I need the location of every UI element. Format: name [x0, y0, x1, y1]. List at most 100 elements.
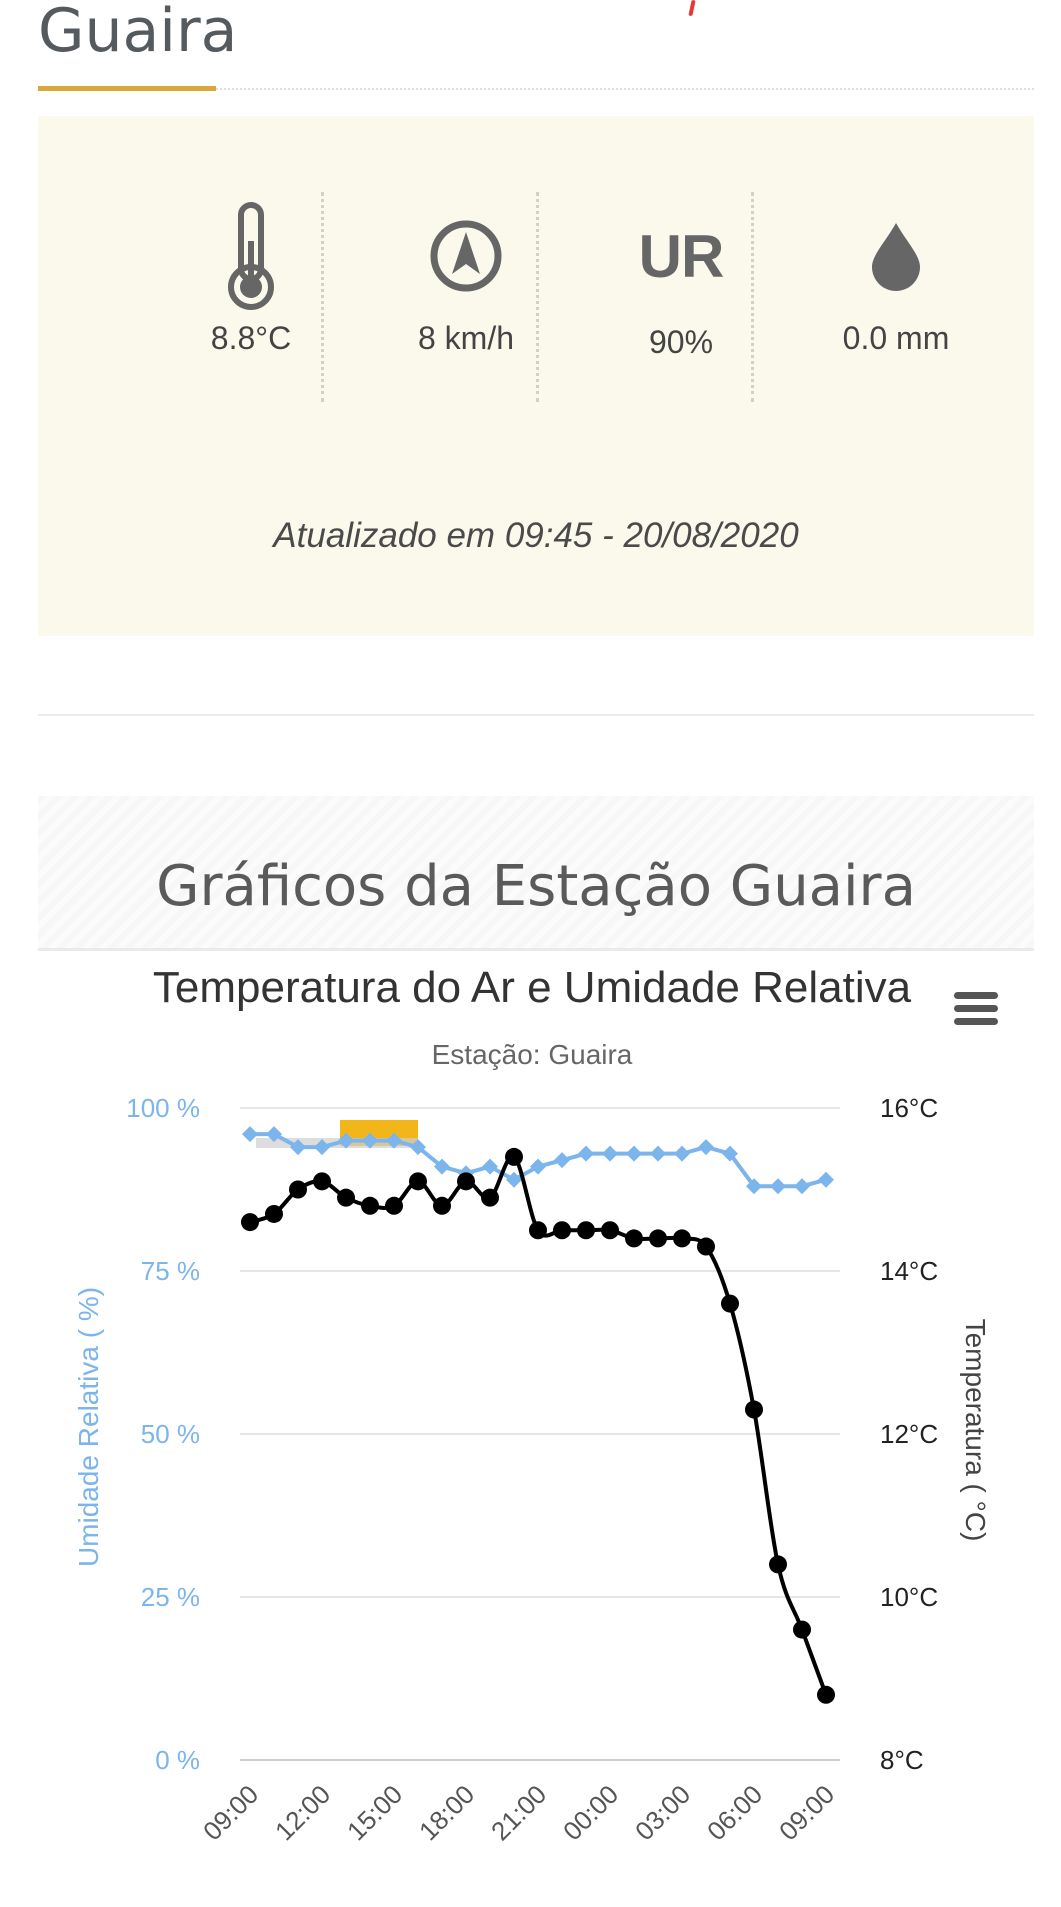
- left-tick-label: 100 %: [126, 1093, 200, 1123]
- humidity-point: [554, 1152, 570, 1169]
- divider: [38, 714, 1034, 716]
- left-axis-ticks: 0 % 25 % 50 % 75 % 100 %: [126, 1093, 200, 1775]
- humidity-point: [506, 1171, 522, 1188]
- page-title: Guaira: [38, 0, 238, 66]
- temperature-point: [289, 1180, 307, 1199]
- temperature-point: [721, 1294, 739, 1313]
- wind-direction-icon: [358, 196, 574, 316]
- current-conditions-panel: 8.8°C 8 km/h UR 90%: [38, 116, 1034, 636]
- temperature-value: 8.8°C: [210, 320, 292, 356]
- temperature-point: [505, 1147, 523, 1166]
- right-axis-ticks: 8°C 10°C 12°C 14°C 16°C: [880, 1093, 938, 1775]
- temperature-point: [793, 1620, 811, 1639]
- right-axis-title: Temperatura ( °C): [960, 1319, 991, 1542]
- temperature-point: [481, 1188, 499, 1207]
- temperature-point: [433, 1196, 451, 1215]
- temperature-point: [697, 1237, 715, 1256]
- humidity-point: [530, 1158, 546, 1175]
- humidity-series: [242, 1126, 834, 1195]
- temperature-point: [577, 1221, 595, 1240]
- rain-value: 0.0 mm: [842, 320, 950, 356]
- wind-metric: 8 km/h: [358, 196, 574, 396]
- right-tick-label: 16°C: [880, 1093, 938, 1123]
- temperature-point: [649, 1229, 667, 1248]
- temperature-point: [457, 1172, 475, 1191]
- humidity-point: [674, 1145, 690, 1162]
- temperature-series: [241, 1147, 835, 1704]
- humidity-value: 90%: [648, 324, 714, 360]
- humidity-point: [386, 1132, 402, 1149]
- temperature-point: [673, 1229, 691, 1248]
- x-tick-label: 03:00: [629, 1779, 696, 1846]
- temperature-metric: 8.8°C: [143, 196, 359, 396]
- humidity-point: [794, 1178, 810, 1195]
- humidity-point: [362, 1132, 378, 1149]
- humidity-point: [722, 1145, 738, 1162]
- temperature-point: [553, 1221, 571, 1240]
- section-header: Gráficos da Estação Guaira: [38, 796, 1034, 951]
- temperature-point: [265, 1204, 283, 1223]
- humidity-point: [602, 1145, 618, 1162]
- humidity-point: [770, 1178, 786, 1195]
- temperature-point: [745, 1400, 763, 1419]
- temperature-point: [313, 1172, 331, 1191]
- chart-menu-button[interactable]: [950, 988, 1000, 1038]
- title-underline-dotted: [216, 88, 1034, 90]
- temperature-humidity-chart: Temperatura do Ar e Umidade Relativa Est…: [73, 963, 1000, 1846]
- rain-metric: 0.0 mm: [788, 196, 1004, 396]
- temperature-point: [337, 1188, 355, 1207]
- humidity-point: [818, 1171, 834, 1188]
- hamburger-menu-icon: [954, 992, 998, 1025]
- temperature-point: [385, 1196, 403, 1215]
- chart-subtitle: Estação: Guaira: [432, 1039, 633, 1070]
- chart-series: [241, 1126, 835, 1704]
- right-tick-label: 8°C: [880, 1745, 924, 1775]
- metric-divider: [321, 192, 324, 402]
- humidity-point: [266, 1126, 282, 1143]
- humidity-point: [482, 1158, 498, 1175]
- left-tick-label: 0 %: [155, 1745, 200, 1775]
- temperature-point: [769, 1555, 787, 1574]
- raindrop-icon: [788, 196, 1004, 316]
- title-underline-accent: [38, 86, 216, 91]
- humidity-point: [434, 1158, 450, 1175]
- humidity-icon: UR: [573, 196, 789, 316]
- humidity-point: [650, 1145, 666, 1162]
- x-axis-ticks: 09:00 12:00 15:00 18:00 21:00 00:00 03:00 06:00…: [197, 1779, 840, 1846]
- left-tick-label: 25 %: [141, 1582, 200, 1612]
- humidity-point: [578, 1145, 594, 1162]
- temperature-point: [529, 1221, 547, 1240]
- x-tick-label: 00:00: [557, 1779, 624, 1846]
- humidity-point: [746, 1178, 762, 1195]
- temperature-point: [601, 1221, 619, 1240]
- metric-divider: [751, 192, 754, 402]
- temperature-point: [241, 1213, 259, 1232]
- x-tick-label: 09:00: [197, 1779, 264, 1846]
- x-tick-label: 18:00: [413, 1779, 480, 1846]
- metric-divider: [536, 192, 539, 402]
- humidity-point: [338, 1132, 354, 1149]
- x-tick-label: 09:00: [773, 1779, 840, 1846]
- humidity-point: [314, 1139, 330, 1156]
- last-updated: Atualizado em 09:45 - 20/08/2020: [273, 516, 799, 555]
- left-axis-title: Umidade Relativa ( %): [73, 1287, 104, 1567]
- temperature-point: [361, 1196, 379, 1215]
- right-tick-label: 14°C: [880, 1256, 938, 1286]
- humidity-label: UR: [638, 222, 725, 290]
- x-tick-label: 15:00: [341, 1779, 408, 1846]
- x-tick-label: 12:00: [269, 1779, 336, 1846]
- humidity-point: [290, 1139, 306, 1156]
- left-tick-label: 50 %: [141, 1419, 200, 1449]
- chart-grid: [240, 1107, 840, 1761]
- right-tick-label: 12°C: [880, 1419, 938, 1449]
- thermometer-icon: [143, 196, 359, 316]
- humidity-point: [410, 1139, 426, 1156]
- wind-value: 8 km/h: [417, 320, 515, 356]
- temperature-point: [625, 1229, 643, 1248]
- right-tick-label: 10°C: [880, 1582, 938, 1612]
- section-title: Gráficos da Estação Guaira: [156, 854, 916, 919]
- x-tick-label: 21:00: [485, 1779, 552, 1846]
- humidity-point: [626, 1145, 642, 1162]
- x-tick-label: 06:00: [701, 1779, 768, 1846]
